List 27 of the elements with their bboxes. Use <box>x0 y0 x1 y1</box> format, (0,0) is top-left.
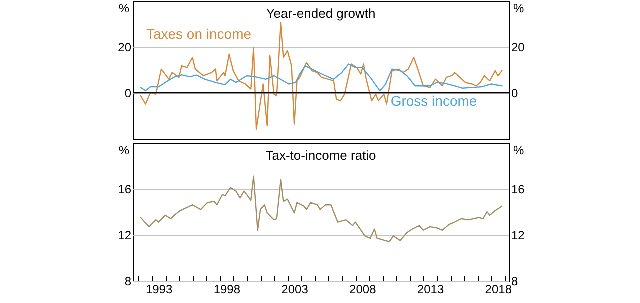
chart-title: Tax-to-income ratio <box>266 148 376 163</box>
x-tick-label: 2008 <box>350 282 377 296</box>
x-tick-label: 2003 <box>282 282 309 296</box>
line-series <box>140 22 503 130</box>
y-axis-title: % <box>118 144 130 158</box>
y2-tick-label: 0 <box>512 86 518 100</box>
x-tick-label: 2018 <box>485 282 512 296</box>
y2-tick-label: 16 <box>512 182 526 196</box>
y-tick-label: 12 <box>118 228 132 242</box>
y2-tick-label: 12 <box>512 228 526 242</box>
y-tick-label: 16 <box>118 182 132 196</box>
y2-axis-title: % <box>514 2 524 16</box>
x-tick-label: 1998 <box>214 282 241 296</box>
y-tick-label: 20 <box>118 40 132 54</box>
chart-title: Year-ended growth <box>266 6 376 21</box>
line-series <box>140 64 503 92</box>
x-tick-label: 2013 <box>417 282 444 296</box>
series-label: Taxes on income <box>146 26 252 42</box>
y2-axis-title: % <box>514 144 524 158</box>
y-tick-label: 0 <box>124 86 132 100</box>
y2-tick-label: 20 <box>512 40 526 54</box>
y2-tick-label: 8 <box>512 274 518 288</box>
y-axis-title: % <box>118 2 130 16</box>
series-label: Gross income <box>390 93 478 109</box>
line-series <box>140 176 503 242</box>
x-tick-label: 1993 <box>146 282 173 296</box>
y-tick-label: 8 <box>124 274 132 288</box>
